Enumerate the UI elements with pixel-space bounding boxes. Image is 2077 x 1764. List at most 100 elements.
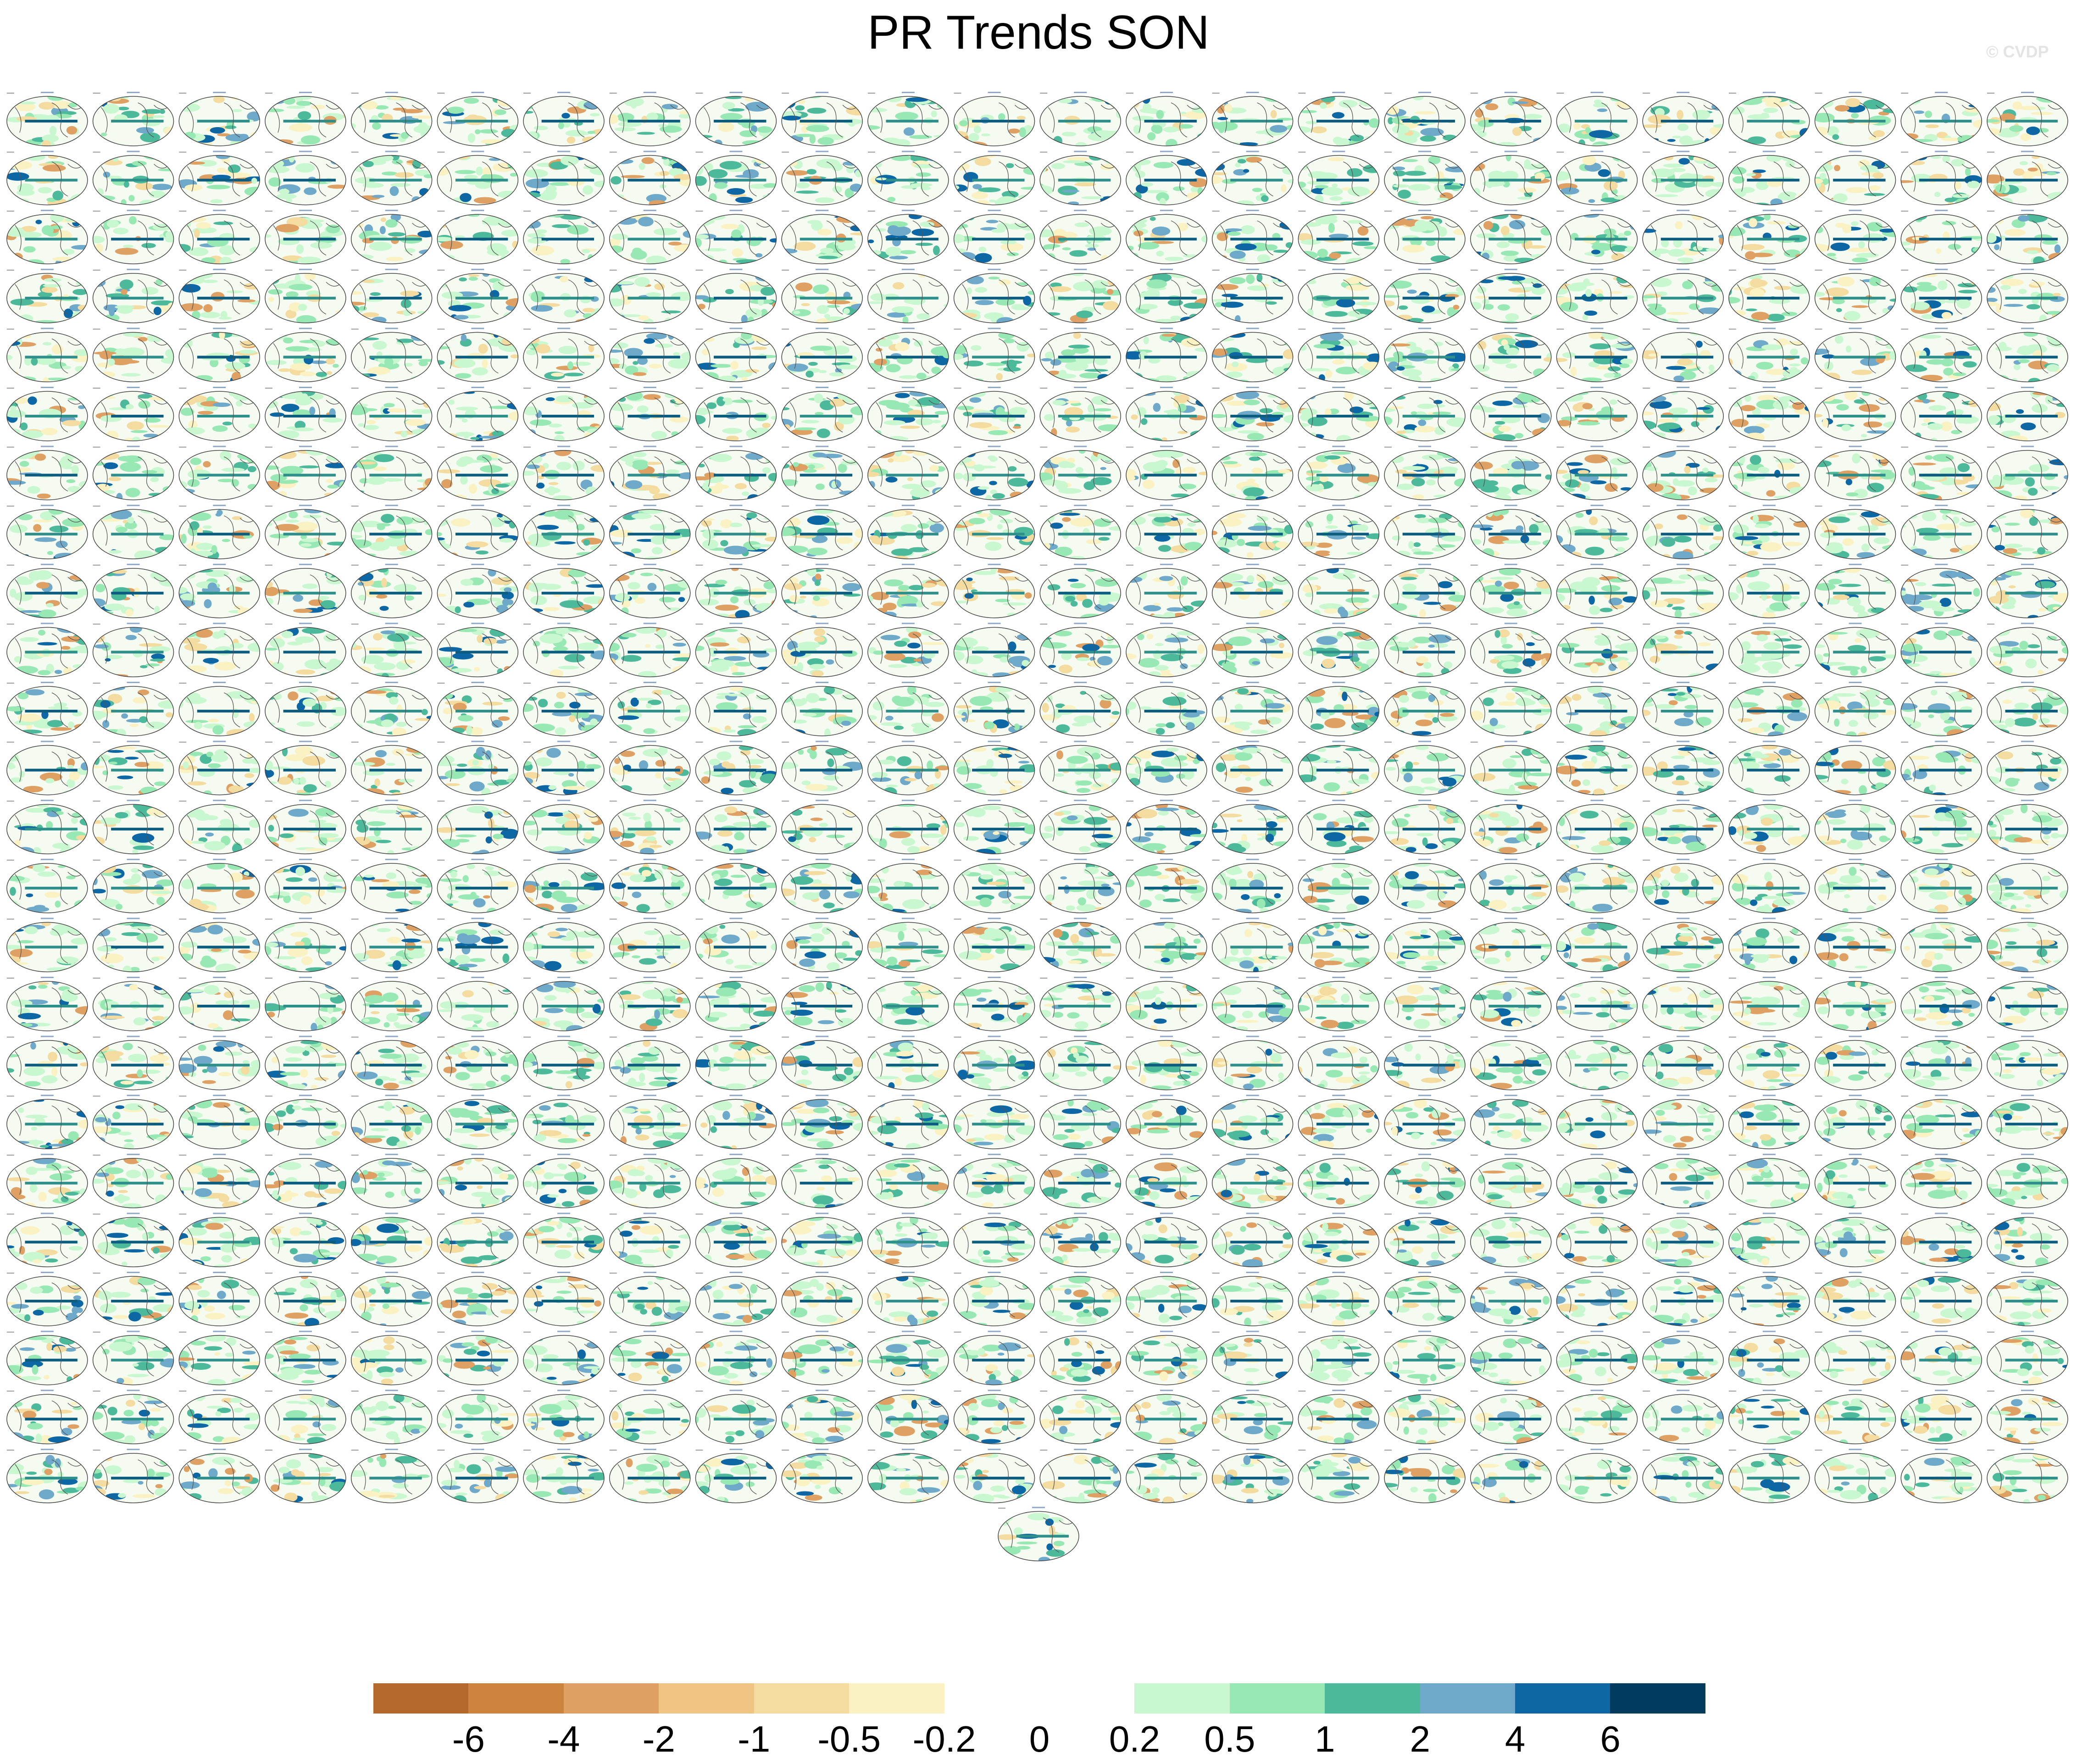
map-panel <box>1126 1213 1207 1268</box>
colorbar-tick-label: 0.5 <box>1204 1719 1255 1759</box>
map-panel <box>178 92 260 146</box>
colorbar-tick-label: 1 <box>1315 1719 1335 1759</box>
map-panel <box>265 1095 346 1149</box>
map-panel <box>6 858 88 913</box>
map-panel <box>265 1213 346 1268</box>
map-panel <box>92 563 174 618</box>
map-panel <box>92 1330 174 1386</box>
map-panel <box>1039 563 1121 618</box>
map-panel <box>1814 328 1896 383</box>
map-panel <box>1126 623 1207 678</box>
map-panel <box>1126 682 1207 736</box>
map-panel <box>1470 623 1552 678</box>
map-panel <box>953 1448 1035 1503</box>
map-panel <box>265 445 346 501</box>
map-panel <box>1470 682 1552 736</box>
map-panel <box>523 92 605 146</box>
map-panel <box>523 563 605 618</box>
map-panel <box>867 1035 949 1091</box>
map-panel <box>1211 682 1294 736</box>
map-panel <box>1556 445 1638 501</box>
map-panel <box>1298 92 1380 146</box>
map-panel <box>781 268 863 323</box>
map-panel <box>1556 150 1638 206</box>
map-panel <box>1814 682 1896 736</box>
map-panel <box>178 505 260 559</box>
map-panel <box>867 682 949 736</box>
map-panel <box>609 1213 691 1268</box>
map-panel <box>1642 1095 1724 1149</box>
map-panel <box>350 505 433 559</box>
map-panel <box>437 150 519 206</box>
colorbar-tick-label: 2 <box>1410 1719 1430 1759</box>
map-panel <box>695 1448 777 1503</box>
map-panel <box>1470 505 1552 559</box>
map-panel <box>6 387 88 441</box>
map-panel <box>6 92 88 146</box>
map-panel <box>1211 1448 1294 1503</box>
map-panel <box>1728 858 1810 913</box>
map-panel <box>953 445 1035 501</box>
map-panel <box>1814 800 1896 854</box>
map-panel <box>1470 1390 1552 1444</box>
map-panel <box>350 623 433 678</box>
map-panel <box>178 563 260 618</box>
map-panel <box>265 563 346 618</box>
map-panel <box>1039 268 1121 323</box>
map-panel <box>867 1153 949 1208</box>
map-panel <box>178 623 260 678</box>
map-panel <box>1211 1035 1294 1091</box>
map-panel <box>1642 328 1724 383</box>
map-panel <box>1728 1448 1810 1503</box>
map-panel <box>695 268 777 323</box>
map-panel <box>953 387 1035 441</box>
map-panel <box>695 150 777 206</box>
map-panel <box>178 858 260 913</box>
map-panel <box>92 858 174 913</box>
map-panel <box>6 505 88 559</box>
map-panel <box>1814 858 1896 913</box>
map-panel <box>265 1330 346 1386</box>
map-panel <box>1556 858 1638 913</box>
map-panel <box>1900 623 1982 678</box>
map-panel <box>437 1035 519 1091</box>
map-panel <box>1900 800 1982 854</box>
map-panel <box>953 682 1035 736</box>
map-panel <box>437 445 519 501</box>
map-panel <box>6 1272 88 1326</box>
map-panel <box>1642 1153 1724 1208</box>
map-panel <box>92 150 174 206</box>
map-panel <box>1470 918 1552 973</box>
map-panel <box>1556 268 1638 323</box>
map-panel <box>1642 268 1724 323</box>
map-panel <box>1987 387 2068 441</box>
map-panel <box>1556 210 1638 264</box>
map-panel <box>1987 1213 2068 1268</box>
map-panel <box>350 858 433 913</box>
map-panel <box>1298 387 1380 441</box>
map-panel <box>1814 1095 1896 1149</box>
map-panel <box>1987 1153 2068 1208</box>
map-panel <box>178 682 260 736</box>
map-panel <box>1298 918 1380 973</box>
map-panel <box>265 1448 346 1503</box>
map-panel <box>1900 445 1982 501</box>
map-panel <box>1987 150 2068 206</box>
map-panel <box>1126 858 1207 913</box>
map-panel <box>437 1390 519 1444</box>
map-panel <box>1642 1213 1724 1268</box>
map-panel <box>781 1272 863 1326</box>
map-panel <box>1556 92 1638 146</box>
map-panel <box>1642 1035 1724 1091</box>
map-panel <box>953 92 1035 146</box>
map-panel <box>1814 977 1896 1031</box>
map-panel <box>6 1448 88 1503</box>
map-panel <box>1556 1095 1638 1149</box>
map-panel <box>695 92 777 146</box>
map-panel <box>265 387 346 441</box>
map-panel <box>695 1035 777 1091</box>
map-panel <box>1556 505 1638 559</box>
map-panel <box>1298 1213 1380 1268</box>
map-panel <box>265 505 346 559</box>
colorbar-segment <box>1325 1683 1420 1714</box>
